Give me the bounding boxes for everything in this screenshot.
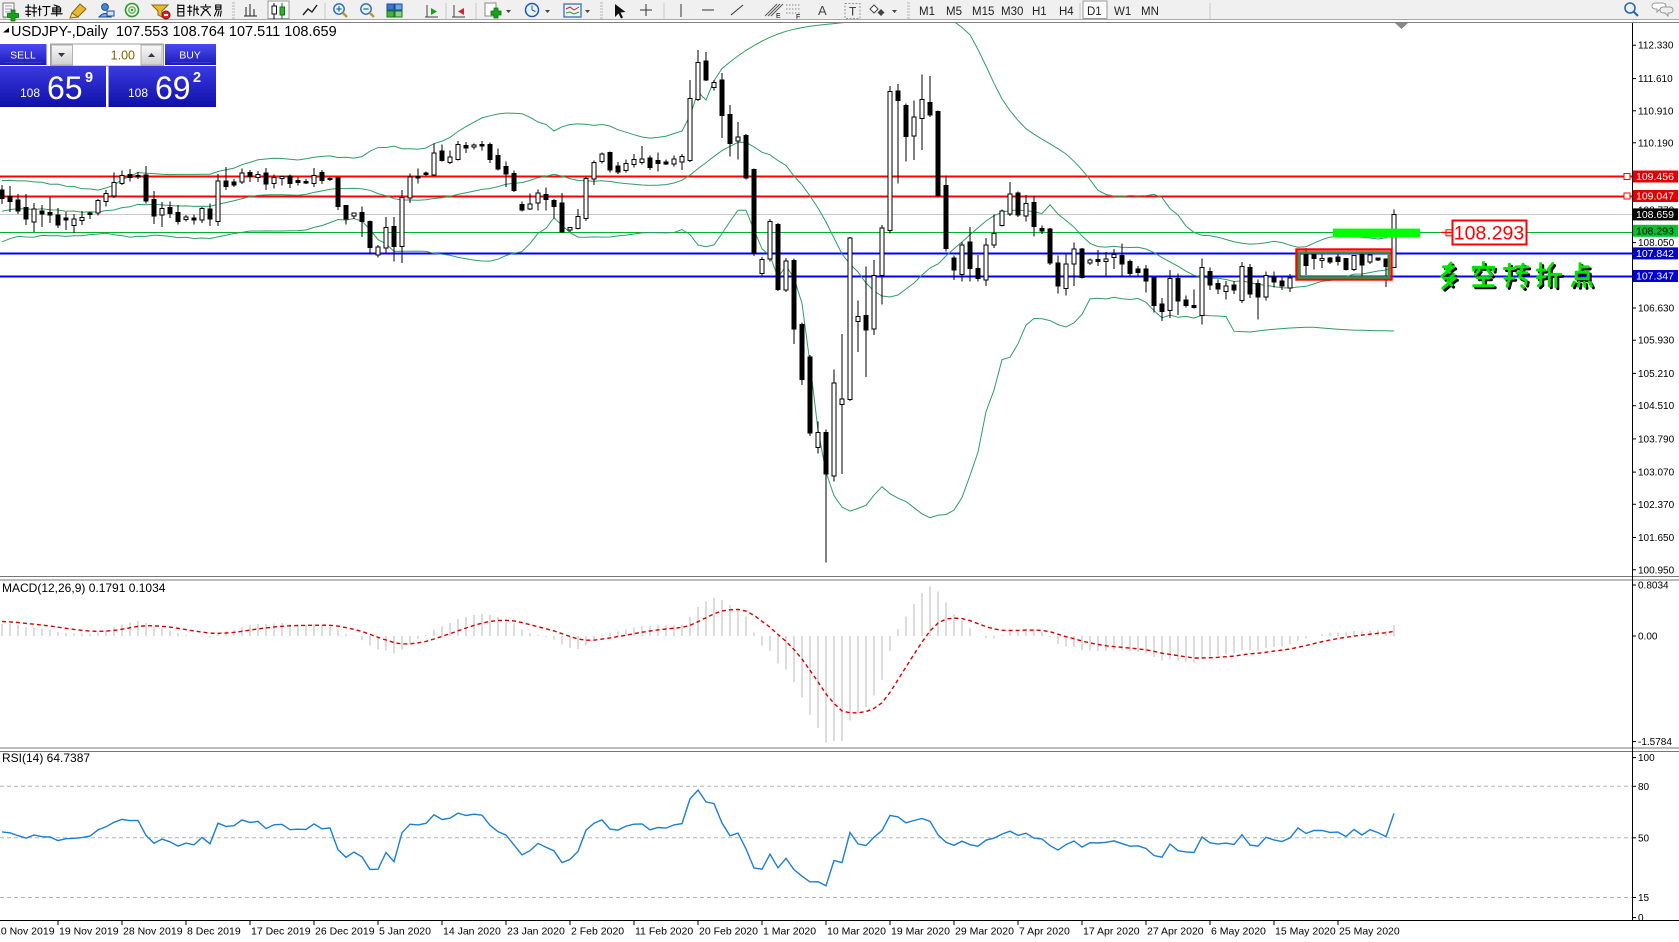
svg-text:110.190: 110.190 [1638,138,1674,149]
svg-text:100: 100 [1638,753,1655,764]
svg-text:6 May 2020: 6 May 2020 [1211,926,1266,938]
svg-text:104.510: 104.510 [1638,401,1675,412]
svg-text:111.610: 111.610 [1638,74,1673,85]
svg-text:D1: D1 [1087,6,1102,18]
svg-text:M30: M30 [1001,6,1023,18]
svg-text:102.370: 102.370 [1638,500,1675,511]
svg-text:108.293: 108.293 [1636,225,1674,237]
svg-text:M15: M15 [972,6,994,18]
svg-text:1 Mar 2020: 1 Mar 2020 [763,926,816,938]
svg-text:2 Feb 2020: 2 Feb 2020 [571,926,624,938]
svg-text:109.047: 109.047 [1636,191,1674,203]
svg-text:101.650: 101.650 [1638,533,1675,544]
svg-text:15: 15 [1638,893,1650,904]
svg-text:15 May 2020: 15 May 2020 [1275,926,1336,938]
svg-text:2: 2 [193,70,201,86]
svg-text:1.00: 1.00 [111,49,135,63]
svg-text:M5: M5 [946,6,962,18]
svg-text:20 Feb 2020: 20 Feb 2020 [699,926,758,938]
svg-text:11 Feb 2020: 11 Feb 2020 [635,926,693,938]
svg-text:108.659: 108.659 [1636,209,1674,221]
svg-text:10 Mar 2020: 10 Mar 2020 [827,926,886,938]
svg-text:108: 108 [128,86,148,100]
svg-text:69: 69 [155,70,191,106]
svg-text:108.293: 108.293 [1454,223,1525,245]
svg-text:RSI(14) 64.7387: RSI(14) 64.7387 [2,751,90,765]
svg-text:107.347: 107.347 [1636,271,1674,283]
svg-text:F: F [796,14,800,21]
svg-text:28 Nov 2019: 28 Nov 2019 [123,926,183,938]
svg-text:0.00: 0.00 [1638,632,1658,643]
svg-text:106.630: 106.630 [1638,304,1675,315]
svg-text:112.330: 112.330 [1638,41,1674,52]
svg-text:17 Dec 2019: 17 Dec 2019 [251,926,311,938]
svg-text:7 Apr 2020: 7 Apr 2020 [1019,926,1070,938]
svg-text:105.210: 105.210 [1638,369,1675,380]
svg-text:10 Nov 2019: 10 Nov 2019 [0,926,55,938]
svg-text:27 Apr 2020: 27 Apr 2020 [1147,926,1204,938]
svg-text:19 Nov 2019: 19 Nov 2019 [59,926,119,938]
svg-text:H1: H1 [1032,6,1047,18]
svg-text:50: 50 [1638,833,1650,844]
svg-text:MACD(12,26,9) 0.1791 0.1034: MACD(12,26,9) 0.1791 0.1034 [2,581,166,595]
svg-text:USDJPY-,Daily 107.553 108.764: USDJPY-,Daily 107.553 108.764 107.511 10… [11,24,337,40]
svg-text:8 Dec 2019: 8 Dec 2019 [187,926,241,938]
svg-text:108: 108 [20,86,40,100]
svg-text:0.8034: 0.8034 [1638,581,1669,592]
svg-text:23 Jan 2020: 23 Jan 2020 [507,926,565,938]
svg-text:100.950: 100.950 [1638,565,1675,576]
svg-text:SELL: SELL [10,50,36,62]
svg-text:109.456: 109.456 [1636,171,1674,183]
svg-text:26 Dec 2019: 26 Dec 2019 [315,926,375,938]
svg-text:107.842: 107.842 [1636,248,1674,260]
svg-text:17 Apr 2020: 17 Apr 2020 [1083,926,1140,938]
svg-text:H4: H4 [1059,6,1074,18]
svg-text:9: 9 [85,70,93,86]
svg-text:65: 65 [47,70,83,106]
svg-text:W1: W1 [1114,6,1131,18]
svg-text:110.910: 110.910 [1638,106,1674,117]
svg-text:E: E [776,13,781,20]
svg-text:29 Mar 2020: 29 Mar 2020 [955,926,1014,938]
svg-text:BUY: BUY [179,50,201,62]
svg-text:14 Jan 2020: 14 Jan 2020 [443,926,501,938]
svg-text:25 May 2020: 25 May 2020 [1339,926,1400,938]
svg-text:5 Jan 2020: 5 Jan 2020 [379,926,431,938]
svg-text:MN: MN [1141,6,1159,18]
svg-text:M1: M1 [919,6,935,18]
svg-text:105.930: 105.930 [1638,336,1675,347]
svg-text:103.070: 103.070 [1638,468,1675,479]
svg-text:A: A [818,3,827,18]
svg-text:19 Mar 2020: 19 Mar 2020 [891,926,950,938]
svg-text:80: 80 [1638,782,1650,793]
svg-text:0: 0 [1638,913,1644,924]
svg-text:-1.5784: -1.5784 [1638,737,1672,748]
svg-text:103.790: 103.790 [1638,434,1675,445]
svg-text:T: T [849,5,857,19]
svg-text:108.050: 108.050 [1638,238,1675,249]
